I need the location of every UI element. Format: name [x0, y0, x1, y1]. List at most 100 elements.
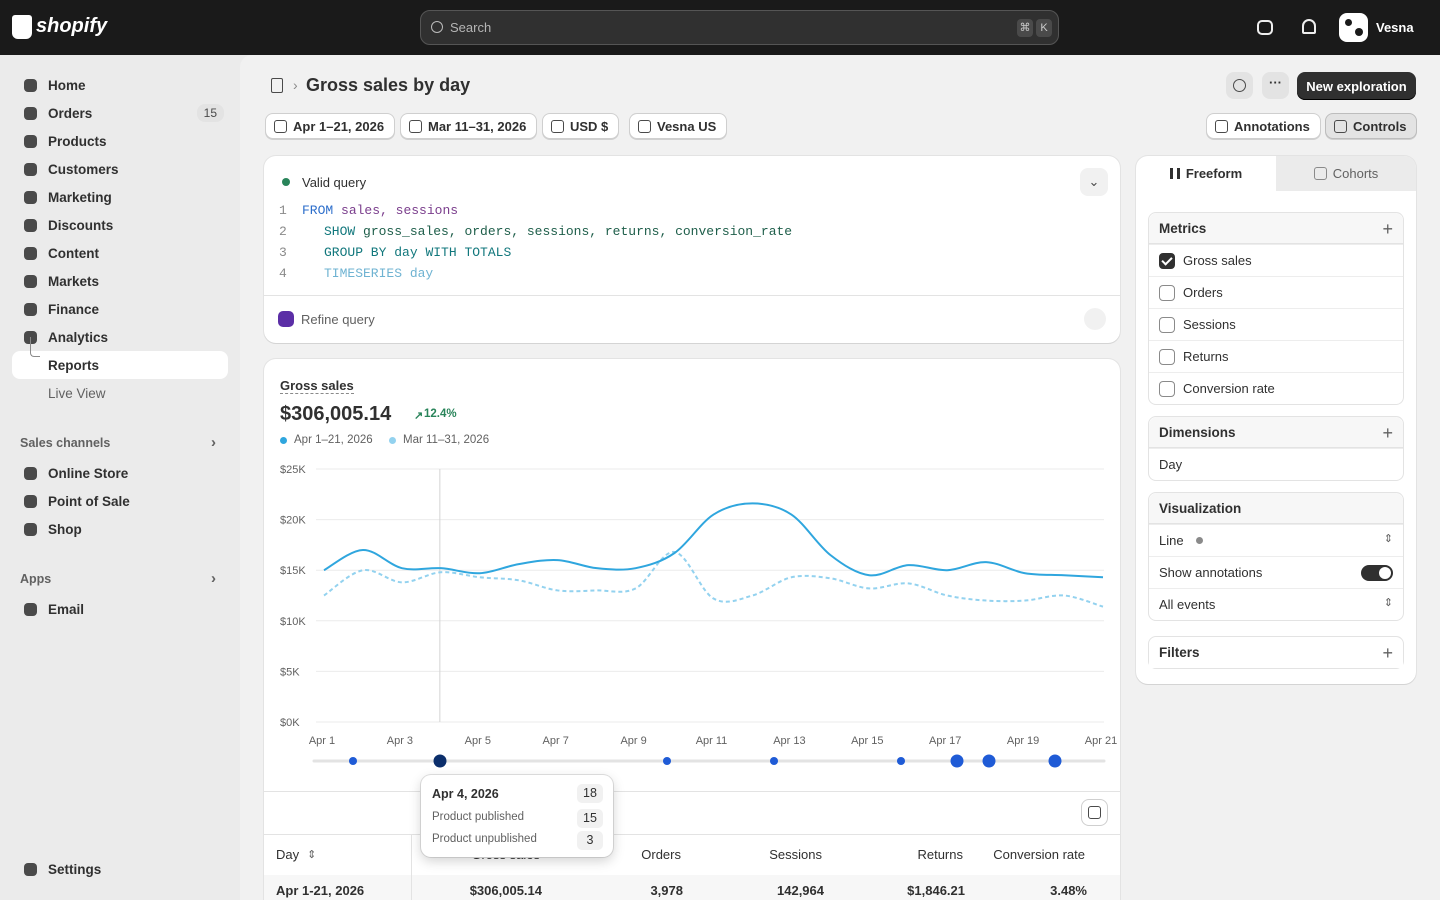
metric-title[interactable]: Gross sales: [280, 378, 354, 394]
totals-row-bg: [264, 875, 1120, 900]
nav-icon: [24, 79, 37, 92]
nav-item[interactable]: Email: [12, 595, 228, 623]
checkbox[interactable]: [1159, 316, 1175, 333]
nav-badge: 15: [196, 104, 224, 122]
filter-pill[interactable]: USD $: [542, 113, 620, 139]
nav-item[interactable]: Finance: [12, 295, 228, 323]
panel-section: Metrics + Gross sales Orders Sessions Returns…: [1148, 212, 1404, 405]
toggle[interactable]: [1361, 565, 1393, 581]
filter-pill[interactable]: Apr 1–21, 2026: [265, 113, 396, 139]
nav-label: Finance: [48, 301, 100, 317]
toggle-row: Show annotations: [1149, 556, 1403, 588]
annotation-dot[interactable]: [770, 757, 778, 765]
annotations-toggle[interactable]: Annotations: [1206, 113, 1321, 139]
nav-item[interactable]: Content: [12, 239, 228, 267]
section-header: Filters +: [1149, 637, 1403, 668]
nav-item[interactable]: Marketing: [12, 183, 228, 211]
tooltip-date: Apr 4, 2026: [432, 787, 499, 801]
column-header[interactable]: Day ⇕: [276, 834, 316, 875]
reports-icon[interactable]: [271, 78, 283, 93]
nav-item[interactable]: Online Store: [12, 459, 228, 487]
annotation-dot[interactable]: [982, 754, 996, 768]
nav-item[interactable]: Orders 15: [12, 99, 228, 127]
nav-item[interactable]: Analytics: [12, 323, 228, 351]
nav-item[interactable]: Products: [12, 127, 228, 155]
filter-label: Vesna US: [657, 118, 717, 134]
select[interactable]: Line ⇕: [1149, 524, 1403, 556]
add-button[interactable]: +: [1382, 643, 1393, 663]
dimension-item[interactable]: Day: [1149, 448, 1403, 480]
sidekick-icon: [278, 311, 294, 327]
metric-option[interactable]: Conversion rate: [1149, 372, 1403, 404]
tab-freeform[interactable]: Freeform: [1136, 156, 1276, 191]
nav-item[interactable]: Markets: [12, 267, 228, 295]
x-tick-label: Apr 7: [543, 735, 569, 747]
select[interactable]: All events ⇕: [1149, 588, 1403, 620]
nav-icon: [24, 107, 37, 120]
metric-option[interactable]: Orders: [1149, 276, 1403, 308]
checkbox[interactable]: [1159, 380, 1175, 397]
filter-pill[interactable]: Mar 11–31, 2026: [400, 113, 538, 139]
nav-item[interactable]: Discounts: [12, 211, 228, 239]
annotation-dot[interactable]: [433, 754, 447, 768]
new-exploration-button[interactable]: New exploration: [1297, 72, 1416, 100]
section-title: Visualization: [1159, 500, 1242, 516]
label: Freeform: [1185, 166, 1243, 181]
refine-query[interactable]: Refine query: [301, 312, 375, 327]
collapse-button[interactable]: ⌄: [1080, 168, 1108, 196]
controls-toggle[interactable]: Controls: [1325, 113, 1418, 139]
annotation-dot[interactable]: [897, 757, 905, 765]
nav-label: Home: [48, 77, 86, 93]
store-icon[interactable]: [1257, 20, 1273, 35]
add-button[interactable]: +: [1382, 219, 1393, 239]
filter-pill[interactable]: Vesna US: [629, 113, 728, 139]
label: Annotations: [1234, 118, 1310, 134]
metric-option[interactable]: Sessions: [1149, 308, 1403, 340]
section-title[interactable]: Sales channels ›: [20, 434, 220, 451]
checkbox[interactable]: [1159, 284, 1175, 301]
section-title[interactable]: Apps ›: [20, 570, 220, 587]
metric-label: Orders: [1183, 285, 1223, 300]
code-text: day WITH TOTALS: [394, 245, 512, 260]
checkbox[interactable]: [1159, 348, 1175, 365]
filter-label: Apr 1–21, 2026: [293, 118, 385, 134]
nav-item[interactable]: Home: [12, 71, 228, 99]
table-view-button[interactable]: [1081, 799, 1108, 826]
submit-button[interactable]: [1084, 308, 1106, 330]
annotation-dot[interactable]: [349, 757, 357, 765]
column-header[interactable]: Returns: [917, 834, 963, 875]
logo-icon: [12, 15, 32, 39]
keyword: SHOW: [324, 224, 356, 239]
line-dot: [1195, 537, 1203, 544]
annotation-dot[interactable]: [663, 757, 671, 765]
annotation-tooltip: Apr 4, 2026 18 Product published 15 Produc…: [421, 775, 613, 857]
metric-option[interactable]: Returns: [1149, 340, 1403, 372]
nav-item[interactable]: Customers: [12, 155, 228, 183]
refresh-button[interactable]: [1226, 72, 1253, 99]
nav-item[interactable]: Reports: [12, 337, 228, 379]
column-header[interactable]: Sessions: [769, 834, 822, 875]
search-box[interactable]: Search ⌘ K: [420, 10, 1059, 45]
legend-dot: [389, 437, 396, 444]
toggle-knob: [1379, 567, 1391, 579]
metric-option[interactable]: Gross sales: [1149, 244, 1403, 276]
logo-text: shopify: [36, 15, 108, 37]
add-button[interactable]: +: [1382, 423, 1393, 443]
tooltip-total: 18: [577, 784, 603, 803]
checkbox[interactable]: [1159, 252, 1175, 269]
user-name[interactable]: Vesna: [1376, 20, 1414, 35]
bell-icon[interactable]: [1302, 19, 1316, 34]
column-header[interactable]: Orders: [641, 834, 681, 875]
nav-item[interactable]: Settings: [12, 855, 228, 883]
avatar[interactable]: [1339, 13, 1368, 42]
nav-item[interactable]: Point of Sale: [12, 487, 228, 515]
more-button[interactable]: ···: [1262, 72, 1289, 99]
tab-cohorts[interactable]: Cohorts: [1276, 156, 1416, 191]
cell: 142,964: [777, 882, 824, 898]
nav-item[interactable]: Shop: [12, 515, 228, 543]
column-header[interactable]: Conversion rate: [993, 834, 1085, 875]
annotation-dot[interactable]: [1048, 754, 1062, 768]
line-number: 1: [279, 203, 287, 218]
annotation-dot[interactable]: [950, 754, 964, 768]
nav-item[interactable]: Live View: [12, 379, 228, 407]
